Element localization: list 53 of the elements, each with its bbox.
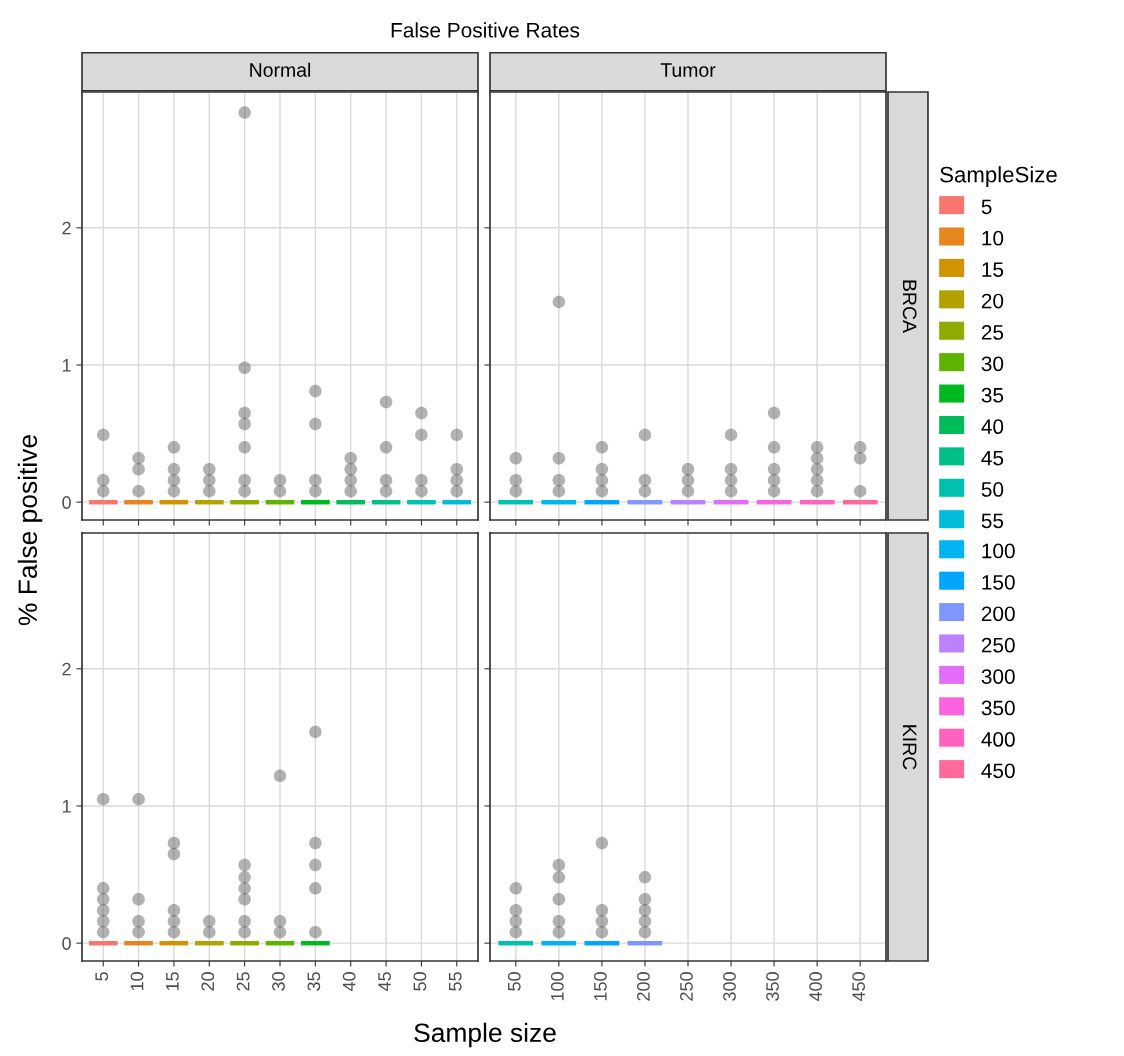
y-tick-label: 1 bbox=[62, 800, 71, 813]
legend-label: 25 bbox=[981, 325, 1004, 340]
legend-label: 15 bbox=[982, 262, 1004, 277]
x-tick-label: 400 bbox=[809, 972, 822, 1002]
x-tick-label: 450 bbox=[852, 972, 866, 1002]
legend-label: 300 bbox=[981, 669, 1015, 684]
x-tick-label: 15 bbox=[166, 972, 179, 991]
y-axis-title: % False positive bbox=[17, 435, 43, 626]
x-tick-label: 200 bbox=[637, 972, 650, 1001]
chart-subtitle: Tumor bbox=[660, 63, 716, 77]
y-tick-label: 0 bbox=[62, 496, 71, 509]
y-tick-label: 2 bbox=[62, 662, 71, 676]
x-tick-label: 45 bbox=[378, 972, 391, 992]
x-tick-label: 50 bbox=[507, 972, 521, 991]
x-tick-label: 250 bbox=[680, 972, 693, 1001]
x-tick-label: 10 bbox=[130, 972, 144, 991]
legend-label: 10 bbox=[982, 230, 1004, 246]
chart-subtitle: Normal bbox=[250, 62, 311, 77]
x-tick-label: 5 bbox=[95, 972, 109, 981]
x-tick-label: 30 bbox=[272, 972, 285, 991]
legend-label: 20 bbox=[981, 293, 1004, 309]
x-tick-label: 100 bbox=[550, 972, 564, 1001]
y-tick-label: 0 bbox=[62, 937, 71, 950]
legend-label: 100 bbox=[982, 543, 1015, 559]
legend-label: 450 bbox=[981, 763, 1015, 779]
legend-label: 350 bbox=[981, 700, 1015, 716]
y-tick-label: 1 bbox=[62, 359, 71, 372]
x-tick-label: 35 bbox=[307, 972, 321, 991]
legend-label: 40 bbox=[981, 419, 1004, 435]
x-tick-label: 25 bbox=[236, 972, 250, 991]
legend-label: 150 bbox=[982, 574, 1015, 590]
x-tick-label: 20 bbox=[201, 972, 215, 991]
chart-title: False Positive Rates bbox=[391, 22, 580, 38]
legend-title: SampleSize bbox=[940, 166, 1057, 187]
legend-label: 45 bbox=[981, 450, 1004, 466]
y2-axis-title: BRCA bbox=[902, 280, 917, 333]
x-tick-label: 350 bbox=[766, 972, 779, 1001]
legend-label: 55 bbox=[981, 513, 1004, 529]
legend-label: 30 bbox=[981, 356, 1004, 372]
x-axis-title: Sample size bbox=[414, 1022, 556, 1048]
legend-label: 200 bbox=[981, 606, 1015, 622]
legend-label: 250 bbox=[981, 637, 1015, 653]
y2-axis-title: KIRC bbox=[902, 725, 917, 770]
x-tick-label: 55 bbox=[449, 972, 462, 991]
y-tick-label: 2 bbox=[62, 221, 71, 235]
x-tick-label: 50 bbox=[413, 972, 427, 991]
legend-label: 400 bbox=[981, 732, 1015, 747]
x-tick-label: 40 bbox=[342, 972, 356, 992]
legend-label: 5 bbox=[981, 199, 992, 215]
legend-label: 50 bbox=[981, 482, 1004, 497]
x-tick-label: 300 bbox=[723, 972, 736, 1001]
legend-label: 35 bbox=[981, 387, 1004, 403]
x-tick-label: 150 bbox=[593, 972, 607, 1001]
